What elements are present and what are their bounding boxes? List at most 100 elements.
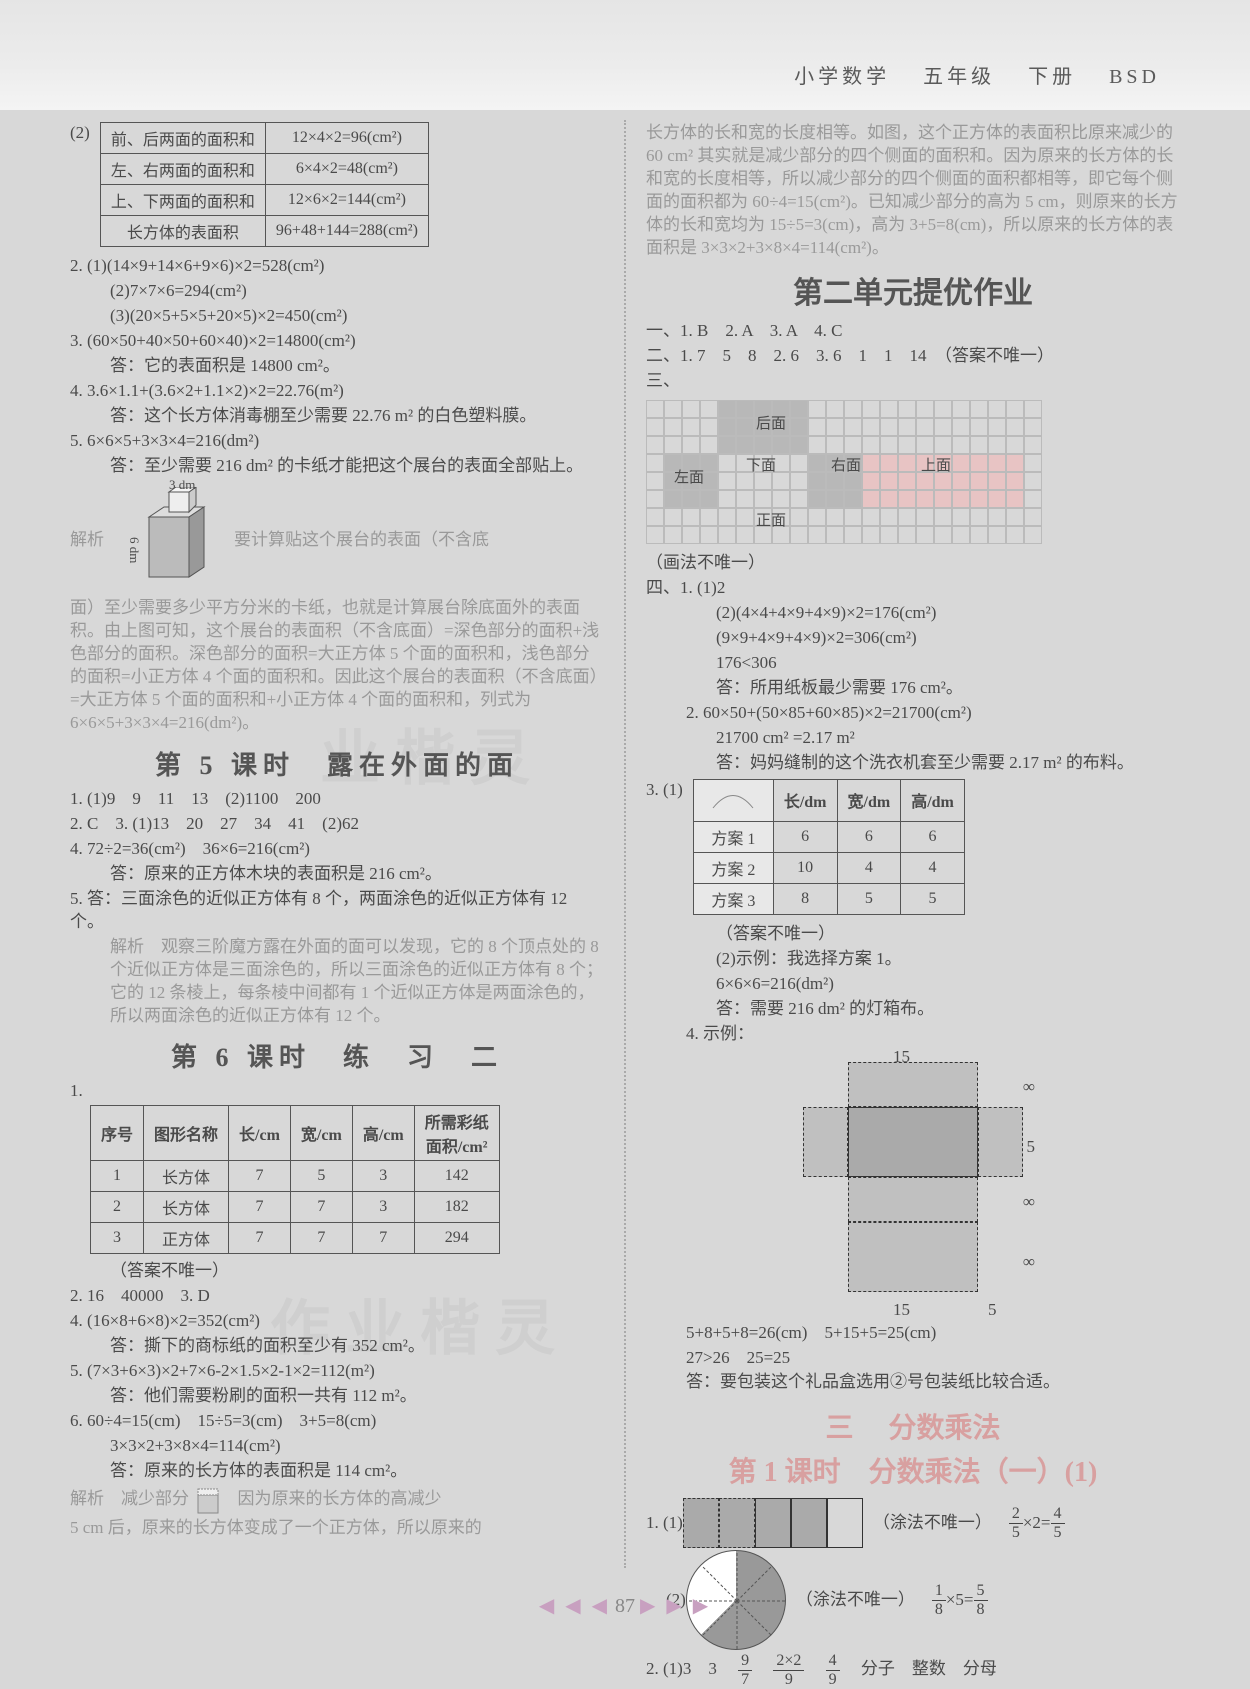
cube-diagram: 3 dm 6 dm xyxy=(134,487,224,587)
t6-r0c1: 长方体 xyxy=(144,1161,229,1192)
unfold-dim-r4: ∞ xyxy=(1023,1252,1035,1272)
t6-r0c2: 7 xyxy=(229,1161,291,1192)
lesson5-title: 第 5 课时 露在外面的面 xyxy=(70,745,604,782)
l6-5b: 答：他们需要粉刷的面积一共有 112 m²。 xyxy=(70,1385,604,1408)
t1-r3-expr: 96+48+144=288(cm²) xyxy=(265,216,428,247)
unfold-diagram: 15 ∞ 5 ∞ ∞ 15 5 xyxy=(793,1052,1033,1302)
analysis2: 面）至少需要多少平方分米的卡纸，也就是计算展台除底面外的表面积。由上图可知，这个… xyxy=(70,597,604,735)
item5-l2: 答：至少需要 216 dm² 的卡纸才能把这个展台的表面全部贴上。 xyxy=(70,455,604,478)
header-volume: 下册 xyxy=(1028,66,1076,88)
frac-22-9: 2×29 xyxy=(773,1652,804,1688)
l6-anal-b: 因为原来的长方体的高减少 xyxy=(238,1489,442,1508)
tp-r0c3: 6 xyxy=(901,821,965,852)
net-diagram: 后面 左面 下面 右面 上面 正面 xyxy=(646,394,1042,550)
net-label-bottom: 下面 xyxy=(746,454,776,475)
mini-cube-icon xyxy=(193,1485,233,1515)
item4-l1: 4. 3.6×1.1+(3.6×2+1.1×2)×2=22.76(m²) xyxy=(70,380,604,403)
unfold-dim-bot: 15 xyxy=(893,1300,910,1320)
t6-note: （答案不唯一） xyxy=(70,1260,604,1283)
table-surface-area: 前、后两面的面积和 12×4×2=96(cm²) 左、右两面的面积和 6×4×2… xyxy=(100,122,429,247)
l6-4a: 4. (16×8+6×8)×2=352(cm²) xyxy=(70,1310,604,1333)
t1-r0-label: 前、后两面的面积和 xyxy=(100,123,265,154)
t6-h3: 宽/cm xyxy=(290,1106,352,1161)
l6-6a: 6. 60÷4=15(cm) 15÷5=3(cm) 3+5=8(cm) xyxy=(70,1410,604,1433)
u2-4-1e: 答：所用纸板最少需要 176 cm²。 xyxy=(646,677,1180,700)
l6-1-label: 1. xyxy=(70,1080,604,1103)
net-label-right: 右面 xyxy=(831,454,861,475)
t6-r2c2: 7 xyxy=(229,1223,291,1254)
column-divider xyxy=(624,120,626,1568)
u2-4-4: 4. 示例： xyxy=(646,1023,1180,1046)
cube-side-label: 6 dm xyxy=(126,537,142,563)
lesson6-title: 第 6 课时 练 习 二 xyxy=(70,1037,604,1074)
tp-r0c0: 方案 1 xyxy=(693,821,773,852)
t1-r2-expr: 12×6×2=144(cm²) xyxy=(265,185,428,216)
t6-r1c0: 2 xyxy=(91,1192,144,1223)
t6-h1: 图形名称 xyxy=(144,1106,229,1161)
t6-r0c4: 3 xyxy=(352,1161,414,1192)
t1-r0-expr: 12×4×2=96(cm²) xyxy=(265,123,428,154)
item4-l2: 答：这个长方体消毒棚至少需要 22.76 m² 的白色塑料膜。 xyxy=(70,405,604,428)
t6-r1c1: 长方体 xyxy=(144,1192,229,1223)
item2-l3: (3)(20×5+5×5+20×5)×2=450(cm²) xyxy=(70,305,604,328)
tp-r0c2: 6 xyxy=(837,821,901,852)
u2-4-1a: 四、1. (1)2 xyxy=(646,577,1180,600)
bar-chart-fraction xyxy=(683,1498,863,1548)
unfold-dim-r3: ∞ xyxy=(1023,1192,1035,1212)
lesson1-title: 第 1 课时 分数乘法（一）(1) xyxy=(729,1457,1098,1488)
tp-r2c2: 5 xyxy=(837,883,901,914)
u2-1: 一、1. B 2. A 3. A 4. C xyxy=(646,320,1180,343)
unfold-dim-bot2: 5 xyxy=(988,1300,997,1320)
l5-4a: 4. 72÷2=36(cm²) 36×6=216(cm²) xyxy=(70,838,604,861)
table-shapes: 序号 图形名称 长/cm 宽/cm 高/cm 所需彩纸面积/cm² 1长方体75… xyxy=(90,1105,500,1254)
l6-4b: 答：撕下的商标纸的面积至少有 352 cm²。 xyxy=(70,1335,604,1358)
tp-r1c3: 4 xyxy=(901,852,965,883)
right-column: 长方体的长和宽的长度相等。如图，这个正方体的表面积比原来减少的 60 cm² 其… xyxy=(646,120,1180,1568)
tp-h3: 高/dm xyxy=(901,779,965,821)
l6-6c: 答：原来的长方体的表面积是 114 cm²。 xyxy=(70,1460,604,1483)
t6-h4: 高/cm xyxy=(352,1106,414,1161)
l5-4b: 答：原来的正方体木块的表面积是 216 cm²。 xyxy=(70,863,604,886)
frac-9-7: 97 xyxy=(738,1652,752,1688)
t1-r2-label: 上、下两面的面积和 xyxy=(100,185,265,216)
page-number: 87 xyxy=(615,1595,635,1617)
tp-r1c1: 10 xyxy=(773,852,837,883)
cube-top-label: 3 dm xyxy=(169,477,195,493)
sec3-num: 三 xyxy=(825,1413,853,1444)
tp-r0c1: 6 xyxy=(773,821,837,852)
u2-4-1c: (9×9+4×9+4×9)×2=306(cm²) xyxy=(646,627,1180,650)
l5-5a: 5. 答：三面涂色的近似正方体有 8 个，两面涂色的近似正方体有 12 个。 xyxy=(70,888,604,934)
page-arrow-left-icon: ◀ ◀ ◀ xyxy=(539,1595,610,1617)
section3-header: 三 分数乘法 xyxy=(646,1406,1180,1446)
plan-2c: 答：需要 216 dm² 的灯箱布。 xyxy=(646,998,1180,1021)
l6-anal-a: 解析 减少部分 xyxy=(70,1489,189,1508)
t6-r0c0: 1 xyxy=(91,1161,144,1192)
t1-r3-label: 长方体的表面积 xyxy=(100,216,265,247)
page-arrow-right-icon: ▶ ▶ ▶ xyxy=(640,1595,711,1617)
u2-2: 二、1. 7 5 8 2. 6 3. 6 1 1 14 （答案不唯一） xyxy=(646,345,1180,368)
t6-r2c5: 294 xyxy=(414,1223,499,1254)
f1-note: （涂法不唯一） xyxy=(873,1512,992,1535)
frac-4-5: 45 xyxy=(1051,1505,1065,1541)
t6-h5: 所需彩纸面积/cm² xyxy=(414,1106,499,1161)
tp-r2c3: 5 xyxy=(901,883,965,914)
u2-4-2a: 2. 60×50+(50×85+60×85)×2=21700(cm²) xyxy=(646,702,1180,725)
t6-r2c4: 7 xyxy=(352,1223,414,1254)
net-label-front: 正面 xyxy=(756,509,786,530)
f3-tail: 分子 整数 分母 xyxy=(861,1659,997,1678)
tp-r2c0: 方案 3 xyxy=(693,883,773,914)
page-content: (2) 前、后两面的面积和 12×4×2=96(cm²) 左、右两面的面积和 6… xyxy=(70,120,1180,1568)
l6-5a: 5. (7×3+6×3)×2+7×6-2×1.5×2-1×2=112(m²) xyxy=(70,1360,604,1383)
t6-r0c5: 142 xyxy=(414,1161,499,1192)
plan-2a: (2)示例：我选择方案 1。 xyxy=(646,948,1180,971)
t6-h2: 长/cm xyxy=(229,1106,291,1161)
t6-r1c3: 7 xyxy=(290,1192,352,1223)
net-label-top: 上面 xyxy=(921,454,951,475)
u2-4-2b: 21700 cm² =2.17 m² xyxy=(646,727,1180,750)
analysis-label: 解析 xyxy=(70,525,104,550)
f3-line: 2. (1)3 3 97 2×29 49 分子 整数 分母 xyxy=(646,1652,1180,1688)
net-label-left: 左面 xyxy=(674,466,704,487)
unfold-dim-r1: ∞ xyxy=(1023,1077,1035,1097)
fan-icon xyxy=(708,783,758,813)
u2-4-1d: 176<306 xyxy=(646,652,1180,675)
